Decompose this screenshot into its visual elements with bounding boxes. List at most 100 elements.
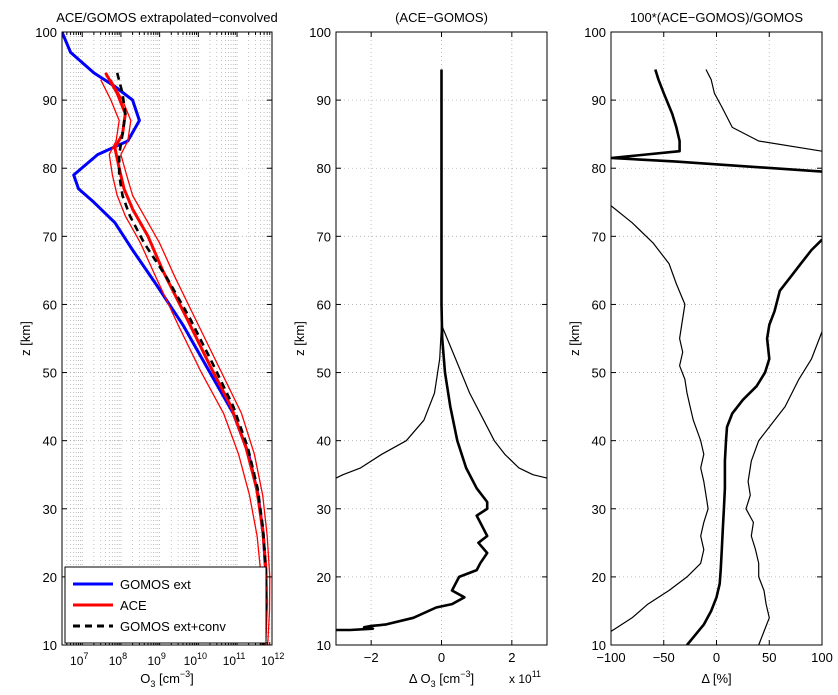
x-tick-label: 0 (438, 650, 445, 665)
y-tick-label: 90 (43, 93, 57, 108)
series-line-3 (336, 324, 443, 479)
y-tick-label: 30 (592, 502, 606, 517)
legend: GOMOS ext ACE GOMOS ext+conv (64, 566, 267, 644)
x-axis-label: Δ [%] (701, 671, 731, 686)
x-axis-label-close: ] (470, 671, 474, 686)
y-tick-label: 70 (317, 229, 331, 244)
x-tick-label: 109 (147, 651, 165, 668)
y-tick-label: 60 (43, 297, 57, 312)
y-tick-label: 20 (317, 570, 331, 585)
x-axis-label-sup: −3 (180, 669, 190, 679)
y-tick-label: 100 (584, 25, 606, 40)
axes-frame (61, 31, 273, 646)
y-tick-label: 10 (592, 638, 606, 653)
y-tick-label: 50 (592, 366, 606, 381)
x-tick-label: 1012 (261, 651, 284, 668)
y-tick-label: 60 (592, 297, 606, 312)
y-axis-label: z [km] (567, 321, 582, 356)
series-group (611, 69, 822, 645)
y-tick-label: 40 (317, 434, 331, 449)
chart-title: (ACE−GOMOS) (395, 10, 488, 25)
y-tick-label: 40 (43, 434, 57, 449)
x-tick-label: −100 (596, 650, 625, 665)
x-axis-label-sub: 3 (431, 679, 436, 689)
x-tick-label-exp: 8 (122, 651, 127, 661)
ticks (610, 31, 823, 646)
series-line-5 (115, 72, 267, 645)
x-tick-label: −50 (653, 650, 675, 665)
y-tick-label: 70 (43, 229, 57, 244)
y-tick-label: 10 (43, 638, 57, 653)
y-tick-label: 80 (592, 161, 606, 176)
x-tick-label: 0 (713, 650, 720, 665)
x-axis-label-sub: 3 (150, 679, 155, 689)
plot-area (62, 32, 272, 645)
x-axis-exponent-base: x 10 (509, 672, 532, 686)
x-tick-label-base: 10 (223, 654, 237, 668)
plot-area (611, 32, 822, 645)
x-axis-label-unit: [cm (155, 671, 180, 686)
x-tick-label-exp: 9 (161, 651, 166, 661)
x-axis-label-base: O (140, 671, 150, 686)
y-axis-label: z [km] (18, 321, 33, 356)
series-group (336, 69, 547, 632)
x-axis-label-base: Δ O (409, 671, 431, 686)
x-tick-label: 108 (109, 651, 127, 668)
x-tick-label-exp: 10 (197, 651, 207, 661)
y-tick-label: 30 (317, 502, 331, 517)
x-tick-label: 1011 (223, 651, 246, 668)
series-line-4 (611, 205, 709, 632)
legend-label: ACE (120, 598, 147, 613)
y-tick-label: 100 (35, 25, 57, 40)
x-axis-exponent: x 1011 (509, 669, 541, 686)
series-line-1 (336, 69, 489, 632)
y-tick-label: 90 (317, 93, 331, 108)
x-tick-label: 50 (762, 650, 776, 665)
chart-title: ACE/GOMOS extrapolated−convolved (56, 10, 277, 25)
x-tick-label-exp: 7 (83, 651, 88, 661)
y-tick-label: 90 (592, 93, 606, 108)
ticks (61, 31, 273, 646)
ticks (336, 31, 547, 646)
x-tick-label-base: 10 (261, 654, 275, 668)
chart-panel-2: 10 20 30 40 50 60 70 80 90 100 −2 0 2 (ACE−GOMOS) z [k… (292, 10, 548, 689)
x-tick-label-exp: 12 (274, 651, 284, 661)
x-axis-label: Δ O3 [cm−3] (409, 669, 474, 689)
x-tick-label: 100 (811, 650, 833, 665)
y-tick-label: 20 (43, 570, 57, 585)
series-line-5 (745, 331, 822, 645)
x-tick-label-base: 10 (70, 654, 84, 668)
y-tick-label: 70 (592, 229, 606, 244)
y-tick-label: 10 (317, 638, 331, 653)
y-tick-label: 30 (43, 502, 57, 517)
x-tick-label: 1010 (184, 651, 207, 668)
series-line-2 (440, 324, 547, 479)
x-axis-label: O3 [cm−3] (140, 669, 194, 689)
series-group (62, 32, 271, 645)
x-tick-label: 2 (508, 650, 515, 665)
series-line-2 (705, 69, 822, 152)
series-line-3 (110, 79, 271, 645)
chart-panel-3: 10 20 30 40 50 60 70 80 90 100 −100 −50 0 50 100 100*(A… (567, 10, 833, 686)
x-axis-exponent-exp: 11 (532, 669, 541, 679)
chart-title: 100*(ACE−GOMOS)/GOMOS (630, 10, 803, 25)
legend-label: GOMOS ext (120, 577, 191, 592)
y-tick-label: 80 (43, 161, 57, 176)
series-line-4 (100, 79, 263, 645)
y-tick-label: 50 (317, 366, 331, 381)
y-axis-label: z [km] (292, 321, 307, 356)
x-tick-label-exp: 11 (236, 651, 245, 661)
y-tick-label: 60 (317, 297, 331, 312)
x-axis-label-close: ] (190, 671, 194, 686)
legend-label: GOMOS ext+conv (120, 619, 226, 634)
y-tick-label: 80 (317, 161, 331, 176)
x-tick-label-base: 10 (147, 654, 161, 668)
y-tick-label: 50 (43, 366, 57, 381)
series-line-3 (685, 238, 822, 645)
x-tick-label-base: 10 (109, 654, 123, 668)
x-tick-label: 107 (70, 651, 88, 668)
x-axis-label-sup: −3 (460, 669, 470, 679)
x-tick-label: −2 (364, 650, 379, 665)
